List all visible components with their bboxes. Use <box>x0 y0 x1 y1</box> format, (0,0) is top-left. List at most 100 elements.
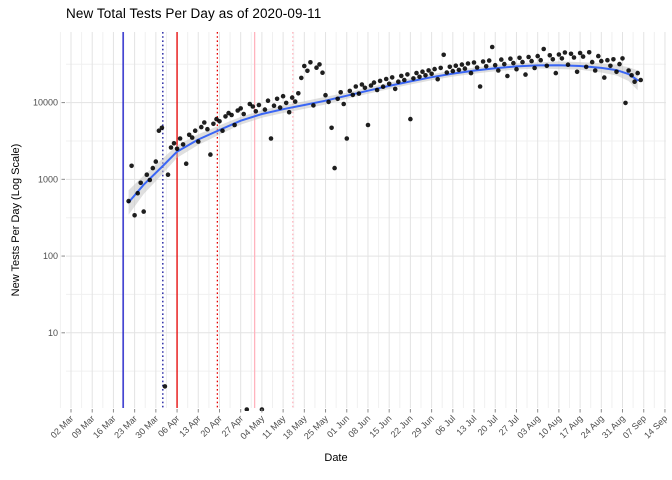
data-point <box>517 55 522 61</box>
data-point <box>553 70 559 76</box>
data-point <box>126 198 131 204</box>
data-point <box>153 159 159 164</box>
data-point <box>329 125 334 131</box>
data-point <box>289 95 295 100</box>
data-point <box>508 56 513 61</box>
data-point <box>626 68 631 73</box>
data-point <box>326 99 331 105</box>
data-point <box>371 80 377 85</box>
data-point <box>580 54 586 59</box>
data-point <box>199 124 204 130</box>
data-point <box>577 50 583 56</box>
data-point <box>474 65 480 70</box>
data-point <box>314 65 319 70</box>
data-point <box>596 53 601 59</box>
data-point <box>392 86 398 92</box>
x-tick-label: 23 Mar <box>112 413 139 440</box>
x-tick-label: 20 Jul <box>476 413 500 437</box>
data-point <box>541 46 546 52</box>
x-tick-label: 22 Jun <box>389 413 415 439</box>
data-point <box>353 84 359 89</box>
data-point <box>389 75 395 80</box>
data-point <box>568 51 574 57</box>
data-point <box>241 111 246 117</box>
data-point <box>183 161 189 166</box>
data-point <box>317 62 322 67</box>
data-point <box>562 50 568 55</box>
data-point <box>611 57 616 62</box>
data-point <box>323 92 328 98</box>
data-point <box>529 58 534 64</box>
data-point <box>296 91 301 96</box>
data-point <box>538 57 543 63</box>
data-point <box>386 81 392 87</box>
data-point <box>617 61 622 67</box>
x-axis-ticks <box>70 409 666 413</box>
data-point <box>338 90 344 95</box>
data-point <box>420 69 425 74</box>
data-point <box>544 63 550 69</box>
data-point <box>302 63 307 69</box>
data-point <box>556 52 562 57</box>
data-point <box>308 60 313 65</box>
data-point <box>271 103 277 108</box>
data-point <box>359 82 365 87</box>
data-point <box>486 58 492 63</box>
data-point <box>456 67 462 73</box>
scatter-points <box>126 44 643 411</box>
data-point <box>156 128 162 133</box>
data-point <box>414 70 419 76</box>
x-tick-label: 30 Mar <box>133 413 160 440</box>
data-point <box>335 96 341 102</box>
data-point <box>332 165 337 171</box>
data-point <box>132 213 137 218</box>
data-point <box>447 64 453 70</box>
data-point <box>435 76 441 82</box>
x-tick-label: 09 Mar <box>70 413 97 440</box>
data-point <box>638 77 643 83</box>
x-tick-label: 08 Jun <box>346 413 372 439</box>
x-tick-label: 29 Jun <box>410 413 436 439</box>
data-point <box>174 146 180 152</box>
data-point <box>396 79 401 84</box>
y-axis-ticks <box>61 102 65 334</box>
data-point <box>468 70 474 76</box>
data-point <box>599 58 604 64</box>
x-tick-label: 20 Apr <box>198 413 223 438</box>
data-point <box>256 102 262 108</box>
x-tick-label: 06 Apr <box>156 413 181 438</box>
data-point <box>471 60 477 65</box>
data-point <box>589 59 595 65</box>
data-point <box>614 69 619 75</box>
data-point <box>168 145 174 150</box>
data-point <box>444 70 450 75</box>
data-point <box>438 65 444 71</box>
data-point <box>211 121 216 127</box>
data-point <box>217 119 222 124</box>
data-point <box>253 109 259 114</box>
data-point <box>429 71 434 77</box>
data-point <box>450 68 456 74</box>
data-point <box>465 61 471 66</box>
data-point <box>223 114 228 119</box>
data-point <box>559 56 565 61</box>
data-point <box>492 62 498 68</box>
data-point <box>341 101 347 107</box>
data-point <box>505 73 510 79</box>
data-point <box>411 76 416 81</box>
data-point <box>220 128 225 133</box>
data-point <box>135 190 140 196</box>
data-point <box>274 96 280 102</box>
data-point <box>320 70 325 75</box>
chart-title: New Total Tests Per Day as of 2020-09-11 <box>66 6 322 21</box>
data-point <box>535 53 540 59</box>
reference-lines <box>122 32 294 408</box>
data-point <box>347 88 353 94</box>
data-point <box>192 128 198 133</box>
data-point <box>129 163 134 169</box>
data-point <box>480 59 486 64</box>
data-point <box>586 50 592 55</box>
data-point <box>523 72 528 77</box>
